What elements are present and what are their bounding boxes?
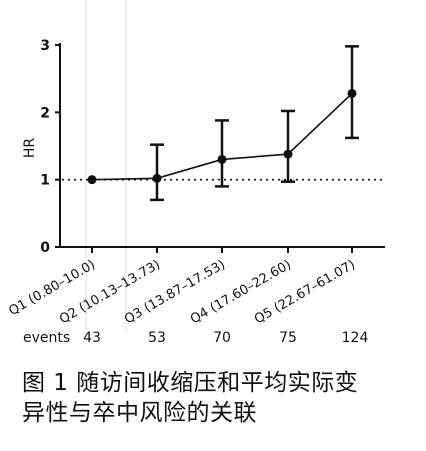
- figure-caption: 图 1 随访间收缩压和平均实际变 异性与卒中风险的关联: [22, 368, 417, 428]
- data-point: [347, 88, 357, 98]
- data-point: [283, 149, 293, 159]
- data-point: [87, 175, 97, 185]
- event-count-q3: 70: [213, 330, 231, 346]
- y-tick-label: 1: [40, 173, 50, 189]
- events-label: events: [23, 330, 71, 346]
- y-axis-label: HR: [22, 138, 38, 159]
- caption-line-2: 异性与卒中风险的关联: [22, 400, 257, 426]
- event-count-q1: 43: [83, 330, 101, 346]
- data-point: [217, 154, 227, 164]
- y-tick-label: 2: [40, 105, 50, 121]
- caption-line-1: 图 1 随访间收缩压和平均实际变: [22, 370, 359, 396]
- events-row: events 43 53 70 75 124: [0, 330, 426, 350]
- event-count-q4: 75: [279, 330, 297, 346]
- event-count-q2: 53: [148, 330, 166, 346]
- y-tick-label: 3: [40, 38, 50, 54]
- data-point: [152, 173, 162, 183]
- y-tick-label: 0: [40, 240, 50, 256]
- event-count-q5: 124: [341, 330, 369, 346]
